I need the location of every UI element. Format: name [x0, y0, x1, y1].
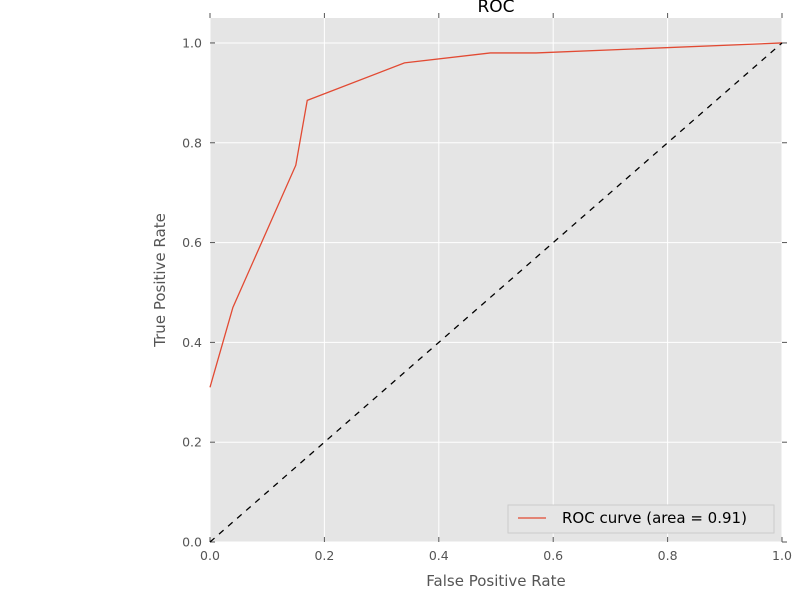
y-tick-label: 0.6 [182, 235, 202, 250]
x-tick-label: 0.4 [429, 548, 449, 563]
roc-curve-line [209, 42, 783, 388]
x-tick-label: 0.0 [200, 548, 220, 563]
y-tick-label: 0.4 [182, 335, 202, 350]
grid-lines [209, 18, 783, 543]
x-tick-label: 1.0 [772, 548, 792, 563]
y-tick-label: 0.2 [182, 435, 202, 450]
y-tick-label: 0.0 [182, 535, 202, 550]
series-layer [209, 42, 783, 543]
x-tick-label: 0.8 [658, 548, 678, 563]
axis-ticks: 0.0 0.2 0.4 0.6 0.8 1.0 0.0 0.2 0.4 0.6 0.8 1.0 [182, 13, 792, 563]
legend: ROC curve (area = 0.91) [507, 504, 775, 534]
legend-box [507, 504, 775, 534]
x-tick-label: 0.2 [314, 548, 334, 563]
legend-label-roc-curve: ROC curve (area = 0.91) [562, 509, 747, 527]
x-axis-title: False Positive Rate [426, 572, 565, 590]
y-tick-label: 1.0 [182, 35, 202, 50]
chart-title: ROC [477, 0, 514, 17]
y-tick-label: 0.8 [182, 135, 202, 150]
y-axis-title: True Positive Rate [151, 213, 169, 348]
x-tick-label: 0.6 [543, 548, 563, 563]
plot-area-background [210, 18, 782, 542]
